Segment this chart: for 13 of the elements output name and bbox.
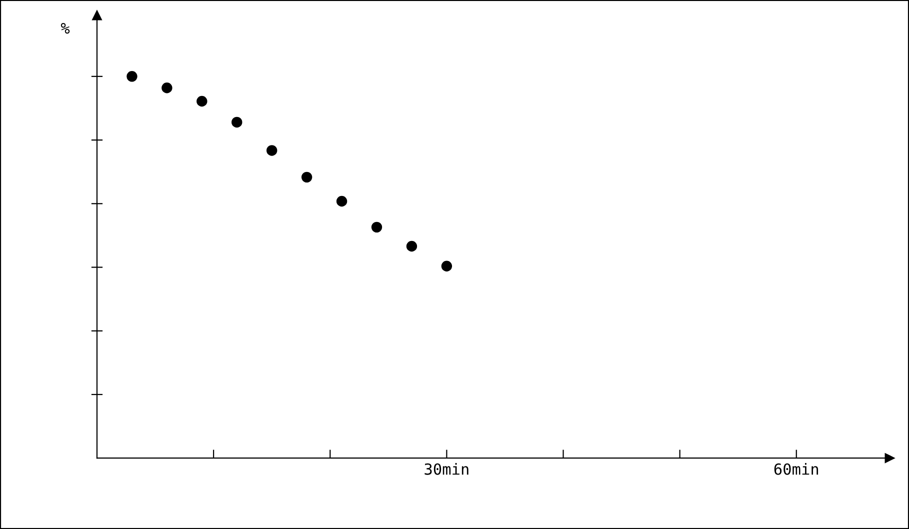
point [406,240,418,252]
x-tick-label: 60min [774,463,818,475]
point [196,96,208,107]
point [266,145,278,156]
point [301,172,312,183]
point [441,260,452,272]
point [371,222,382,233]
y-axis-title: % [60,22,70,34]
point [162,82,172,94]
x-tick-label: 30min [424,463,468,475]
point [126,71,138,82]
point [232,116,242,128]
point [336,196,348,207]
